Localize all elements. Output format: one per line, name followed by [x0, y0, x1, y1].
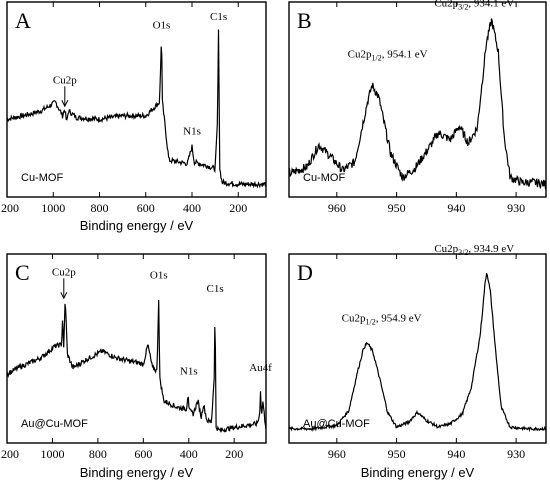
- sample-label: Cu-MOF: [21, 172, 63, 184]
- spectrum-line: [6, 299, 267, 433]
- sample-label: Au@Cu-MOF: [303, 418, 370, 430]
- peak-annotation: Cu2p3/2, 934.9 eV: [434, 243, 514, 257]
- peak-annotation: N1s: [180, 365, 198, 377]
- peak-annotation: C1s: [207, 283, 224, 295]
- panel-d: 960 950 940 930 Binding energy / eV D Au@Cu-MO…: [288, 243, 547, 480]
- x-tick-label: 940: [447, 201, 465, 215]
- plot-frame: [6, 1, 267, 198]
- x-axis-label: Binding energy / eV: [80, 218, 194, 233]
- x-tick-label: 800: [91, 201, 109, 215]
- panel-c: 1200 1000 800 600 400 200 Binding energy / eV C…: [0, 253, 272, 480]
- peak-annotation: Cu2p3/2, 934.1 eV: [434, 0, 514, 11]
- plot-frame: [288, 253, 547, 444]
- plot-frame: [6, 253, 267, 444]
- peak-annotation: C1s: [210, 11, 227, 23]
- x-tick-label: 200: [229, 201, 247, 215]
- panel-label: A: [15, 8, 31, 33]
- x-tick-label: 400: [180, 447, 198, 461]
- peak-annotation: Cu2p: [53, 74, 77, 86]
- panel-label: B: [297, 8, 312, 33]
- sample-label: Cu-MOF: [303, 172, 345, 184]
- x-tick-label: 1200: [0, 447, 19, 461]
- x-tick-label: 1200: [0, 201, 19, 215]
- peak-annotation: Au4f: [249, 362, 272, 374]
- x-tick-label: 800: [89, 447, 107, 461]
- x-tick-label: 960: [328, 447, 346, 461]
- spectrum-line: [288, 18, 547, 190]
- x-tick-label: 600: [137, 201, 155, 215]
- arrow-head-icon: [61, 100, 69, 108]
- x-tick-label: 940: [447, 447, 465, 461]
- x-tick-label: 200: [225, 447, 243, 461]
- x-tick-label: 960: [328, 201, 346, 215]
- x-tick-label: 1000: [40, 447, 64, 461]
- peak-annotation: N1s: [183, 126, 201, 138]
- x-tick-label: 400: [183, 201, 201, 215]
- arrow-head-icon: [60, 292, 68, 300]
- x-tick-label: 950: [388, 201, 406, 215]
- spectrum-line: [6, 29, 267, 189]
- panel-b: 960 950 940 930 B Cu-MOF Cu2p1/2, 954.1 eV Cu2p…: [288, 0, 547, 215]
- panel-a: 1200 1000 800 600 400 200 Binding energy / eV A…: [0, 1, 267, 233]
- spectrum-line: [288, 273, 547, 433]
- peak-annotation: Cu2p: [52, 266, 76, 278]
- x-axis-label: Binding energy / eV: [80, 465, 194, 480]
- x-axis-label: Binding energy / eV: [361, 465, 475, 480]
- x-tick-label: 930: [507, 201, 525, 215]
- x-tick-label: 1000: [41, 201, 65, 215]
- x-tick-label: 930: [507, 447, 525, 461]
- sample-label: Au@Cu-MOF: [21, 418, 88, 430]
- x-tick-label: 950: [388, 447, 406, 461]
- peak-annotation: O1s: [153, 20, 171, 32]
- peak-annotation: Cu2p1/2, 954.9 eV: [342, 313, 422, 327]
- plot-frame: [288, 1, 547, 198]
- panel-label: C: [15, 260, 30, 285]
- x-tick-label: 600: [134, 447, 152, 461]
- panel-label: D: [297, 260, 313, 285]
- peak-annotation: Cu2p1/2, 954.1 eV: [348, 49, 428, 63]
- peak-annotation: O1s: [150, 270, 168, 282]
